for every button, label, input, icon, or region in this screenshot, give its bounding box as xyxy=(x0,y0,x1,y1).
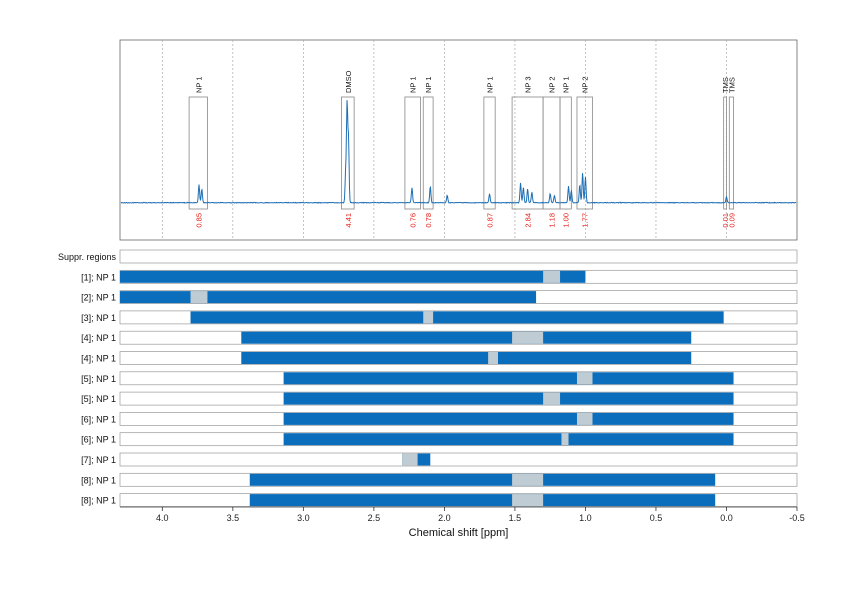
row-gap xyxy=(512,473,544,486)
row-bar xyxy=(190,311,724,324)
x-tick-label: 3.0 xyxy=(297,513,310,523)
x-axis: 4.0 3.5 3.0 2.5 2.0 1.5 1.0 0.5 0.0 -0.5 Chemical … xyxy=(120,506,805,539)
row-label: [7]; NP 1 xyxy=(81,455,116,465)
region-label: NP 1 xyxy=(424,76,433,93)
x-tick-label: 2.5 xyxy=(368,513,381,523)
region-integral: 1.18 xyxy=(548,213,557,228)
row-gap xyxy=(561,433,569,446)
row-label: [8]; NP 1 xyxy=(81,475,116,485)
region-label: NP 2 xyxy=(581,76,590,93)
row-label: [4]; NP 1 xyxy=(81,333,116,343)
row-frame xyxy=(119,249,798,264)
x-tick-label: 1.0 xyxy=(579,513,592,523)
row-label: [8]; NP 1 xyxy=(81,496,116,506)
region-integral: 2.84 xyxy=(524,213,533,228)
row-gap xyxy=(512,331,544,344)
region-label: DMSO xyxy=(344,70,353,93)
region-label: NP 2 xyxy=(548,76,557,93)
row-label: [2]; NP 1 xyxy=(81,293,116,303)
x-axis-title: Chemical shift [ppm] xyxy=(409,527,509,539)
region-label: TMS xyxy=(721,77,730,93)
x-tick-label: 1.5 xyxy=(509,513,522,523)
row-bar xyxy=(249,494,716,507)
region-integral: 0.87 xyxy=(486,213,495,228)
region-label: TMS xyxy=(727,77,736,93)
region-label: NP 1 xyxy=(562,76,571,93)
region-box xyxy=(422,96,434,210)
region-label: NP 1 xyxy=(486,76,495,93)
region-box xyxy=(559,96,572,210)
region-integral: 1.77 xyxy=(581,213,590,228)
region-integral: 0.76 xyxy=(409,213,418,228)
row-gap xyxy=(190,291,208,304)
row-label: [3]; NP 1 xyxy=(81,313,116,323)
x-tick-label: 3.5 xyxy=(227,513,240,523)
row-bar xyxy=(241,331,692,344)
region-label: NP 3 xyxy=(524,76,533,93)
x-tick-label: 0.0 xyxy=(720,513,733,523)
region-integral: 0.09 xyxy=(727,213,736,228)
row-gap xyxy=(576,372,593,385)
row-label: [5]; NP 1 xyxy=(81,374,116,384)
region-box xyxy=(404,96,421,210)
region-box xyxy=(576,96,593,210)
row-label: [1]; NP 1 xyxy=(81,272,116,282)
row-bar xyxy=(283,392,734,405)
row-bar xyxy=(120,291,537,304)
row-label: Suppr. regions xyxy=(58,252,117,262)
row-label: [6]; NP 1 xyxy=(81,414,116,424)
row-bar xyxy=(249,473,716,486)
row-label: [4]; NP 1 xyxy=(81,354,116,364)
region-box xyxy=(483,96,496,210)
region-label: NP 1 xyxy=(194,76,203,93)
region-rows: Suppr. regions [1]; NP 1 [2]; NP 1 [3]; NP … xyxy=(58,249,798,507)
row-bar xyxy=(283,433,734,446)
row-label: [6]; NP 1 xyxy=(81,435,116,445)
x-tick-label: -0.5 xyxy=(789,513,805,523)
row-bar xyxy=(283,412,734,425)
spectrum-panel: NP 1 0.85 DMSO 4.41 NP 1 0.76 NP 1 0.78 NP 1 0.87… xyxy=(119,39,798,241)
region-integral: 0.85 xyxy=(194,213,203,228)
region-integral: 0.01 xyxy=(721,213,730,228)
row-gap xyxy=(543,270,561,283)
row-gap xyxy=(488,352,498,364)
row-gap xyxy=(402,453,418,466)
region-box xyxy=(542,96,561,210)
x-tick-label: 2.0 xyxy=(438,513,451,523)
region-label: NP 1 xyxy=(409,76,418,93)
x-tick-label: 4.0 xyxy=(156,513,169,523)
row-gap xyxy=(543,392,561,405)
region-integral: 1.00 xyxy=(562,213,571,228)
region-box xyxy=(341,96,355,210)
spectrum-frame xyxy=(119,39,798,241)
row-bar xyxy=(283,372,734,385)
region-box xyxy=(723,96,727,210)
region-integral: 0.78 xyxy=(424,213,433,228)
region-box xyxy=(728,96,734,210)
row-frame xyxy=(119,452,798,467)
row-label: [5]; NP 1 xyxy=(81,394,116,404)
row-bar xyxy=(241,352,692,364)
row-gap xyxy=(512,494,544,507)
spectrum-line xyxy=(120,100,797,204)
x-tick-label: 0.5 xyxy=(650,513,663,523)
region-box xyxy=(188,96,208,210)
region-integral: 4.41 xyxy=(344,213,353,228)
row-gap xyxy=(423,311,434,324)
row-gap xyxy=(576,412,593,425)
row-bar xyxy=(120,270,586,283)
